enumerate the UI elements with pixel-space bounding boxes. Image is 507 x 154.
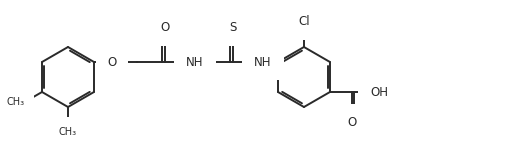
Text: Cl: Cl	[298, 15, 310, 28]
Text: NH: NH	[186, 55, 204, 69]
Text: CH₃: CH₃	[7, 97, 25, 107]
Text: O: O	[160, 21, 170, 34]
Text: NH: NH	[254, 55, 272, 69]
Text: O: O	[107, 55, 117, 69]
Text: CH₃: CH₃	[59, 127, 77, 137]
Text: O: O	[347, 116, 356, 129]
Text: OH: OH	[370, 85, 388, 99]
Text: S: S	[229, 21, 237, 34]
